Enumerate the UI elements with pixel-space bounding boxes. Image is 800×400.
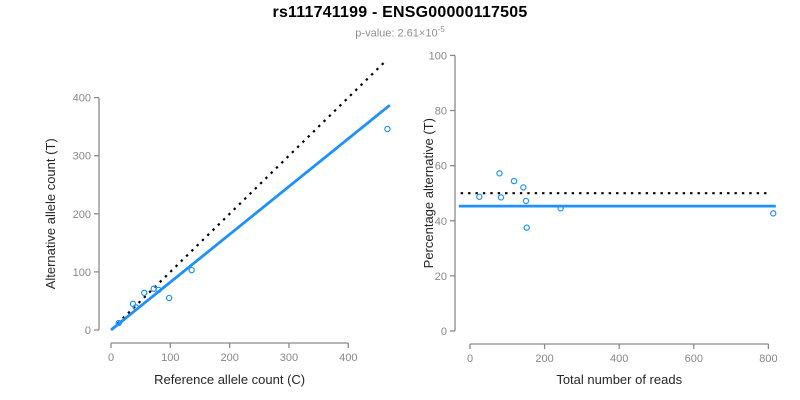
x-tick-label: 0 <box>467 353 473 365</box>
data-point <box>115 319 122 327</box>
x-tick-label: 400 <box>610 353 628 365</box>
data-point <box>384 125 391 133</box>
data-point <box>522 197 530 205</box>
data-point <box>557 205 564 212</box>
data-point <box>132 304 140 311</box>
y-tick-label: 200 <box>73 209 91 221</box>
x-tick-label: 600 <box>685 353 703 365</box>
x-tick-label: 800 <box>759 353 777 365</box>
y-tick-label: 400 <box>73 93 91 105</box>
data-point <box>510 177 518 185</box>
data-point <box>476 193 483 200</box>
data-point <box>497 194 505 201</box>
y-tick-label: 40 <box>435 216 447 228</box>
y-tick-label: 0 <box>85 325 91 337</box>
data-point <box>155 286 162 294</box>
x-tick-label: 200 <box>220 352 238 364</box>
fit-line <box>110 104 391 332</box>
data-point <box>141 289 148 297</box>
y-tick-label: 300 <box>73 151 91 163</box>
y-axis-title: Percentage alternative (T) <box>421 118 436 268</box>
y-tick-label: 0 <box>441 326 447 338</box>
page-title: rs111741199 - ENSG00000117505 <box>272 4 528 21</box>
x-tick-label: 400 <box>339 352 357 364</box>
x-tick-label: 200 <box>535 353 553 365</box>
data-point <box>770 210 777 217</box>
y-tick-label: 100 <box>73 267 91 279</box>
data-point <box>165 294 173 302</box>
pvalue-text: p-value: 2.61×10 <box>355 27 438 40</box>
y-tick-label: 80 <box>435 106 447 118</box>
y-tick-label: 100 <box>429 50 447 62</box>
data-point <box>520 184 527 191</box>
panel-percentage-alternative: 0 200 400 600 800 0 20 40 60 80 100 Total number of… <box>421 50 778 387</box>
data-point <box>188 266 195 274</box>
identity-line <box>111 59 388 330</box>
y-tick-label: 20 <box>435 271 447 283</box>
y-tick-label: 60 <box>435 161 447 173</box>
pvalue-subtitle: p-value: 2.61×10-5 <box>0 25 800 40</box>
data-point <box>523 224 530 231</box>
x-axis-title: Total number of reads <box>556 372 682 387</box>
x-tick-label: 0 <box>108 352 114 364</box>
x-axis-title: Reference allele count (C) <box>154 372 305 387</box>
y-axis-title: Alternative allele count (T) <box>43 138 58 289</box>
panel-allele-counts: 0 100 200 300 400 0 100 200 300 400 Reference alle… <box>43 59 391 387</box>
chart-header: rs111741199 - ENSG00000117505 p-value: 2… <box>0 4 800 40</box>
pvalue-exponent: -5 <box>437 25 445 34</box>
data-point <box>496 170 503 177</box>
x-tick-label: 100 <box>161 352 179 364</box>
x-tick-label: 300 <box>280 352 298 364</box>
